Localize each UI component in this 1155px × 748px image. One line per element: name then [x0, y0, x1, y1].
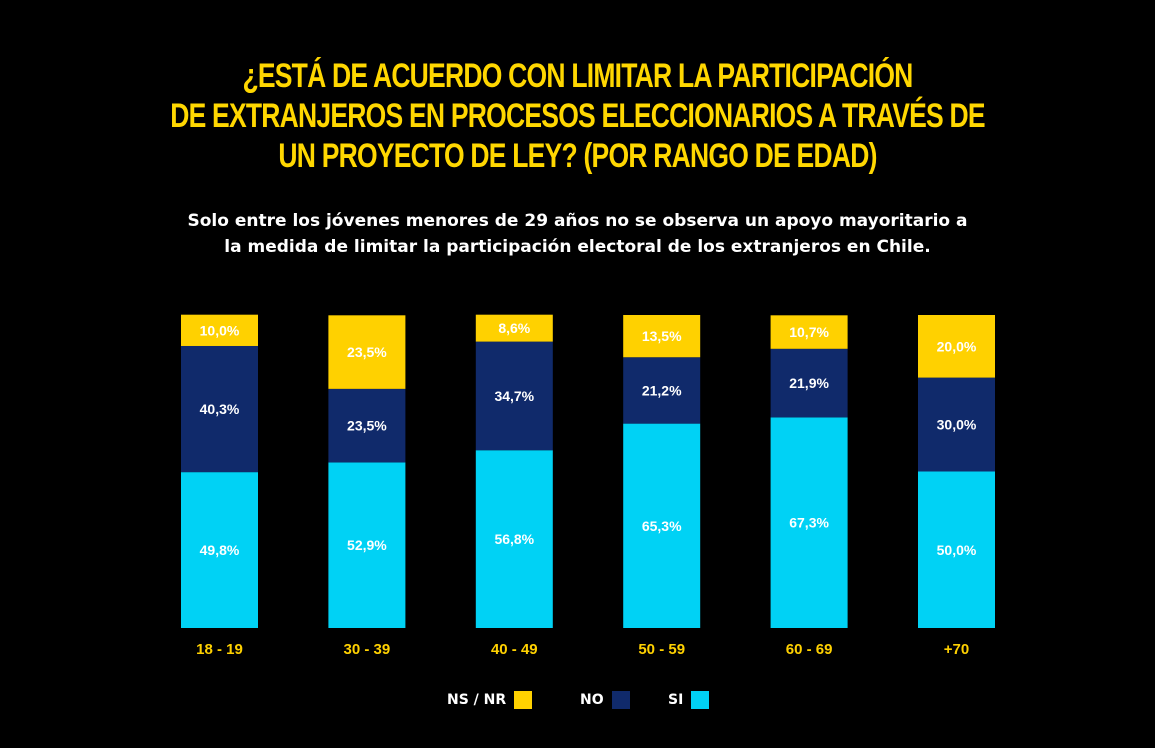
data-label-ns-nr-2: 23,5% [347, 344, 387, 360]
bar-segment-si-3 [475, 450, 553, 628]
data-label-no-3: 34,7% [494, 388, 534, 404]
title-line-1: ¿ESTÁ DE ACUERDO CON LIMITAR LA PARTICIP… [242, 57, 913, 95]
bar-segment-ns-nr-2 [328, 315, 406, 389]
title-line-2: DE EXTRANJEROS EN PROCESOS ELECCIONARIOS… [170, 97, 985, 135]
x-tick-label-3: 40 - 49 [491, 641, 538, 658]
x-tick-label-1: 18 - 19 [196, 641, 243, 658]
data-label-si-2: 52,9% [347, 537, 387, 553]
bar-segment-ns-nr-3 [475, 314, 553, 342]
bar-segment-no-2 [328, 388, 406, 463]
legend-swatch-nsnr [514, 691, 533, 709]
data-label-no-5: 21,9% [789, 375, 829, 391]
legend-label-si: SI [668, 692, 684, 708]
data-label-ns-nr-6: 20,0% [937, 338, 977, 354]
x-tick-label-2: 30 - 39 [344, 641, 391, 658]
title-line-3: UN PROYECTO DE LEY? (POR RANGO DE EDAD) [278, 137, 877, 175]
data-label-ns-nr-3: 8,6% [498, 320, 530, 336]
data-label-si-6: 50,0% [937, 542, 977, 558]
subtitle-line-1: Solo entre los jóvenes menores de 29 año… [187, 211, 968, 231]
data-label-si-5: 67,3% [789, 515, 829, 531]
chart-legend: NS / NR NO SI [0, 688, 1155, 712]
x-tick-label-5: 60 - 69 [786, 641, 833, 658]
chart-subtitle: Solo entre los jóvenes menores de 29 año… [0, 208, 1155, 260]
chart-title: ¿ESTÁ DE ACUERDO CON LIMITAR LA PARTICIP… [127, 56, 1028, 176]
bar-segment-si-2 [328, 462, 406, 628]
data-label-no-4: 21,2% [642, 382, 682, 398]
bar-segment-ns-nr-5 [770, 315, 848, 349]
legend-label-nsnr: NS / NR [447, 692, 507, 708]
bar-segment-si-4 [623, 423, 701, 628]
legend-item-no: NO [580, 688, 630, 712]
bar-segment-ns-nr-1 [181, 314, 258, 346]
legend-item-si: SI [668, 688, 710, 712]
data-label-si-4: 65,3% [642, 518, 682, 534]
x-tick-label-6: +70 [944, 641, 969, 658]
bar-segment-ns-nr-6 [918, 315, 995, 378]
bar-segment-no-6 [918, 377, 995, 472]
bar-segment-si-5 [770, 417, 848, 628]
data-label-si-1: 49,8% [200, 542, 240, 558]
data-label-no-6: 30,0% [937, 417, 977, 433]
data-label-si-3: 56,8% [494, 531, 534, 547]
legend-swatch-no [611, 691, 630, 709]
bar-segment-si-1 [181, 472, 258, 628]
bar-segment-ns-nr-4 [623, 315, 701, 358]
data-label-no-1: 40,3% [200, 401, 240, 417]
data-label-ns-nr-1: 10,0% [200, 322, 240, 338]
data-label-no-2: 23,5% [347, 418, 387, 434]
data-label-ns-nr-4: 13,5% [642, 328, 682, 344]
data-label-ns-nr-5: 10,7% [789, 324, 829, 340]
bar-segment-si-6 [918, 471, 995, 628]
legend-swatch-si [691, 691, 710, 709]
subtitle-line-2: la medida de limitar la participación el… [224, 237, 931, 257]
bar-segment-no-4 [623, 357, 701, 424]
x-tick-label-4: 50 - 59 [638, 641, 685, 658]
legend-label-no: NO [580, 692, 604, 708]
bar-segment-no-5 [770, 348, 848, 418]
bar-segment-no-1 [181, 345, 258, 473]
bar-segment-no-3 [475, 341, 553, 451]
legend-item-nsnr: NS / NR [447, 688, 533, 712]
